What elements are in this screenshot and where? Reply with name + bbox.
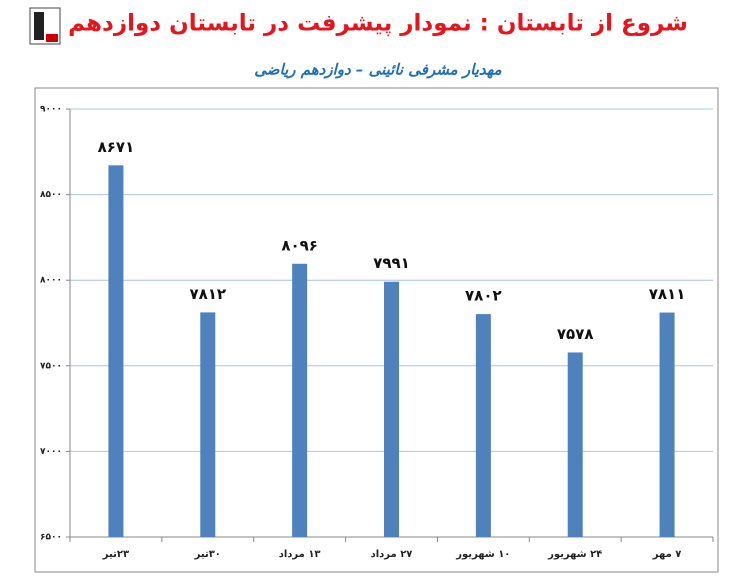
y-tick-label: ۸۰۰۰ [40, 276, 62, 286]
bar [200, 312, 216, 537]
bar [567, 352, 583, 537]
data-label: ۷۸۰۲ [465, 287, 502, 305]
data-label: ۷۹۹۱ [373, 254, 410, 272]
y-tick-label: ۷۰۰۰ [40, 447, 62, 457]
chart-frame [34, 87, 719, 573]
y-tick-label: ۸۵۰۰ [40, 190, 62, 200]
y-tick-label: ۶۵۰۰ [40, 533, 62, 543]
bar [108, 165, 124, 537]
bar [659, 312, 675, 537]
data-label: ۸۶۷۱ [98, 138, 135, 156]
x-tick-label: ۲۷ مرداد [371, 549, 413, 560]
chart-title: شروع از تابستان : نمودار پیشرفت در تابست… [68, 11, 688, 37]
x-tick-label: ۲۴ شهریور [547, 549, 602, 560]
bar [292, 263, 308, 537]
data-label: ۷۸۱۲ [189, 285, 226, 303]
data-label: ۷۵۷۸ [557, 325, 594, 343]
x-tick-label: ۱۰ شهریور [455, 549, 510, 560]
bar [475, 314, 491, 537]
y-tick-label: ۹۰۰۰ [40, 105, 62, 115]
data-label: ۸۰۹۶ [281, 236, 318, 254]
x-tick-label: ۳۰تیر [194, 549, 221, 560]
x-tick-label: ۷ مهر [652, 549, 682, 560]
chart-subtitle: مهدیار مشرفی نائینی – دوازدهم ریاضی [254, 61, 501, 79]
bar [384, 281, 399, 537]
y-tick-label: ۷۵۰۰ [40, 361, 62, 371]
data-label: ۷۸۱۱ [649, 285, 686, 303]
x-tick-label: ۲۳تیر [102, 549, 129, 560]
x-tick-label: ۱۳ مرداد [279, 549, 321, 560]
logo [29, 7, 61, 45]
